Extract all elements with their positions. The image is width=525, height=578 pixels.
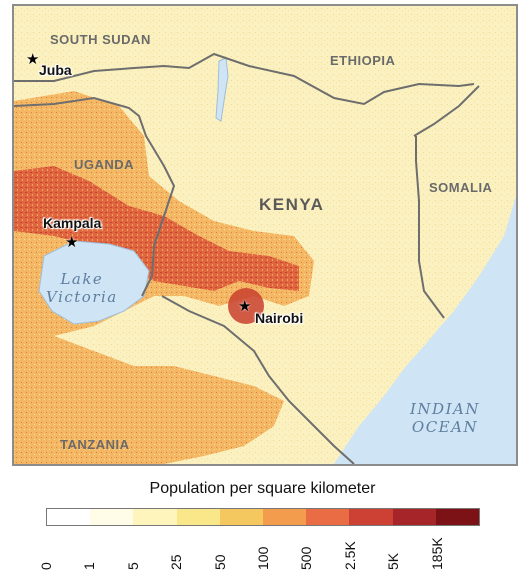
legend-tick-label: 2.5K <box>341 541 358 570</box>
indian-ocean-line1: INDIAN <box>410 400 480 418</box>
map-canvas <box>14 6 516 464</box>
legend-tick-label: 500 <box>298 546 315 570</box>
city-label-juba: Juba <box>39 62 72 78</box>
water-label-indian-ocean: INDIAN OCEAN <box>410 400 480 436</box>
legend-tick-label: 1 <box>81 562 98 570</box>
legend-tick-label: 5K <box>385 552 402 570</box>
country-borders <box>14 52 480 464</box>
city-label-nairobi: Nairobi <box>255 310 304 326</box>
city-star-icon: ★ <box>238 298 252 315</box>
country-label-kenya: KENYA <box>259 195 325 214</box>
lake-victoria-line2: Victoria <box>46 288 118 306</box>
legend-swatch <box>263 509 307 525</box>
city-star-icon: ★ <box>65 234 79 251</box>
lake-victoria <box>38 240 150 325</box>
legend-swatch <box>90 509 134 525</box>
country-label-somalia: SOMALIA <box>429 180 493 195</box>
nairobi-density <box>228 288 264 324</box>
water-label-lake-victoria: Lake Victoria <box>46 270 118 306</box>
legend-title: Population per square kilometer <box>149 480 376 497</box>
legend-tick-label: 25 <box>168 554 185 570</box>
city-label-kampala: Kampala <box>43 215 102 231</box>
population-density-map: SOUTH SUDAN ETHIOPIA UGANDA KENYA SOMALI… <box>12 4 518 466</box>
legend-swatch <box>133 509 177 525</box>
country-label-uganda: UGANDA <box>74 157 135 172</box>
dense-population-zone <box>14 166 299 291</box>
legend-swatch <box>219 509 264 525</box>
legend-swatch <box>47 509 91 525</box>
country-label-tanzania: TANZANIA <box>60 437 130 452</box>
legend-tick-label: 0 <box>38 562 54 570</box>
country-label-ethiopia: ETHIOPIA <box>330 53 396 68</box>
tanzania-populated-region <box>14 336 284 464</box>
legend-swatch <box>176 509 220 525</box>
country-label-south-sudan: SOUTH SUDAN <box>50 32 151 47</box>
legend-color-bar <box>46 508 480 526</box>
legend-tick-label: 185K <box>428 537 445 570</box>
legend-tick-label: 100 <box>255 546 271 570</box>
legend-swatch <box>392 509 436 525</box>
legend-tick-label: 50 <box>211 554 228 570</box>
legend-swatch <box>306 509 350 525</box>
city-star-icon: ★ <box>26 51 40 68</box>
indian-ocean-line2: OCEAN <box>411 418 479 436</box>
legend-swatch <box>349 509 393 525</box>
legend-swatch <box>435 509 480 525</box>
indian-ocean <box>334 196 516 464</box>
lake-turkana <box>215 57 229 122</box>
legend-tick-label: 5 <box>124 562 141 570</box>
lake-victoria-line1: Lake <box>60 270 104 288</box>
